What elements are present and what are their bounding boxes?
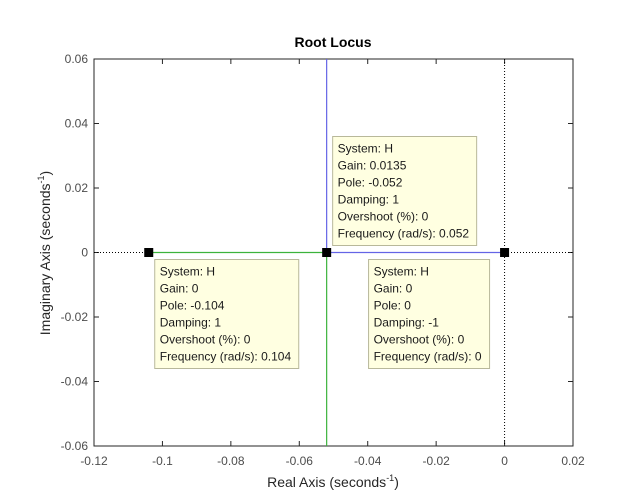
plot-area: -0.12 -0.1 -0.08 -0.06 -0.04 -0.02 0 0.02 -0.06 -… (61, 52, 585, 468)
y-tick-label: 0.06 (65, 52, 89, 66)
x-axis-label-exponent: -1 (386, 473, 394, 483)
chart-title: Root Locus (295, 34, 372, 50)
datatip-line: Frequency (rad/s): 0.104 (160, 350, 292, 364)
datatip-background (368, 259, 491, 369)
datatip-line: Overshoot (%): 0 (374, 333, 465, 347)
x-tick-label: -0.04 (354, 454, 382, 468)
x-tick-label: -0.1 (152, 454, 173, 468)
x-tick-label: -0.08 (217, 454, 245, 468)
datatip-line: Damping: 1 (338, 193, 400, 207)
datatip-line: Pole: -0.052 (338, 176, 403, 190)
y-axis-label-close: ) (37, 171, 53, 176)
x-axis-label-close: ) (394, 474, 399, 490)
datatip-box: System: H Gain: 0 Pole: 0 Damping: -1 Oversh… (368, 259, 491, 369)
datatip-line: Damping: -1 (374, 316, 440, 330)
datatip-background (332, 136, 478, 246)
y-tick-label: 0.02 (65, 181, 89, 195)
datatip-line: Gain: 0 (160, 282, 199, 296)
datatip-line: Gain: 0 (374, 282, 413, 296)
datatip-line: System: H (338, 142, 393, 156)
datatip-marker (500, 248, 510, 257)
x-axis-label-main: Real Axis (seconds (267, 474, 386, 490)
y-tick-label: -0.06 (61, 439, 89, 453)
datatip-line: Pole: -0.104 (160, 299, 225, 313)
x-tick-label: 0.02 (561, 454, 585, 468)
datatip-line: Frequency (rad/s): 0.052 (338, 227, 470, 241)
x-tick-label: 0 (501, 454, 508, 468)
y-axis-label-main: Imaginary Axis (seconds (37, 183, 53, 335)
y-tick-label: 0.04 (65, 117, 89, 131)
y-tick-label: 0 (81, 246, 88, 260)
datatip-line: Frequency (rad/s): 0 (374, 350, 482, 364)
datatip-line: System: H (160, 265, 215, 279)
datatip-marker (322, 248, 332, 257)
datatip-marker (144, 248, 154, 257)
y-axis-label: Imaginary Axis (seconds-1) (36, 171, 53, 335)
x-tick-label: -0.02 (422, 454, 450, 468)
y-tick-label: -0.02 (61, 310, 89, 324)
y-axis-label-exponent: -1 (36, 175, 46, 183)
datatip-line: Damping: 1 (160, 316, 222, 330)
datatip-background (154, 259, 300, 369)
datatip-line: Overshoot (%): 0 (338, 210, 429, 224)
datatip-line: Overshoot (%): 0 (160, 333, 251, 347)
datatip-line: Pole: 0 (374, 299, 412, 313)
datatip-box: System: H Gain: 0.0135 Pole: -0.052 Damping… (332, 136, 478, 246)
x-axis-label: Real Axis (seconds-1) (267, 473, 399, 490)
datatip-line: System: H (374, 265, 429, 279)
x-tick-label: -0.06 (286, 454, 314, 468)
datatip-line: Gain: 0.0135 (338, 159, 407, 173)
x-tick-label: -0.12 (80, 454, 108, 468)
datatip-box: System: H Gain: 0 Pole: -0.104 Damping: 1 Ov… (154, 259, 300, 369)
y-tick-label: -0.04 (61, 375, 89, 389)
